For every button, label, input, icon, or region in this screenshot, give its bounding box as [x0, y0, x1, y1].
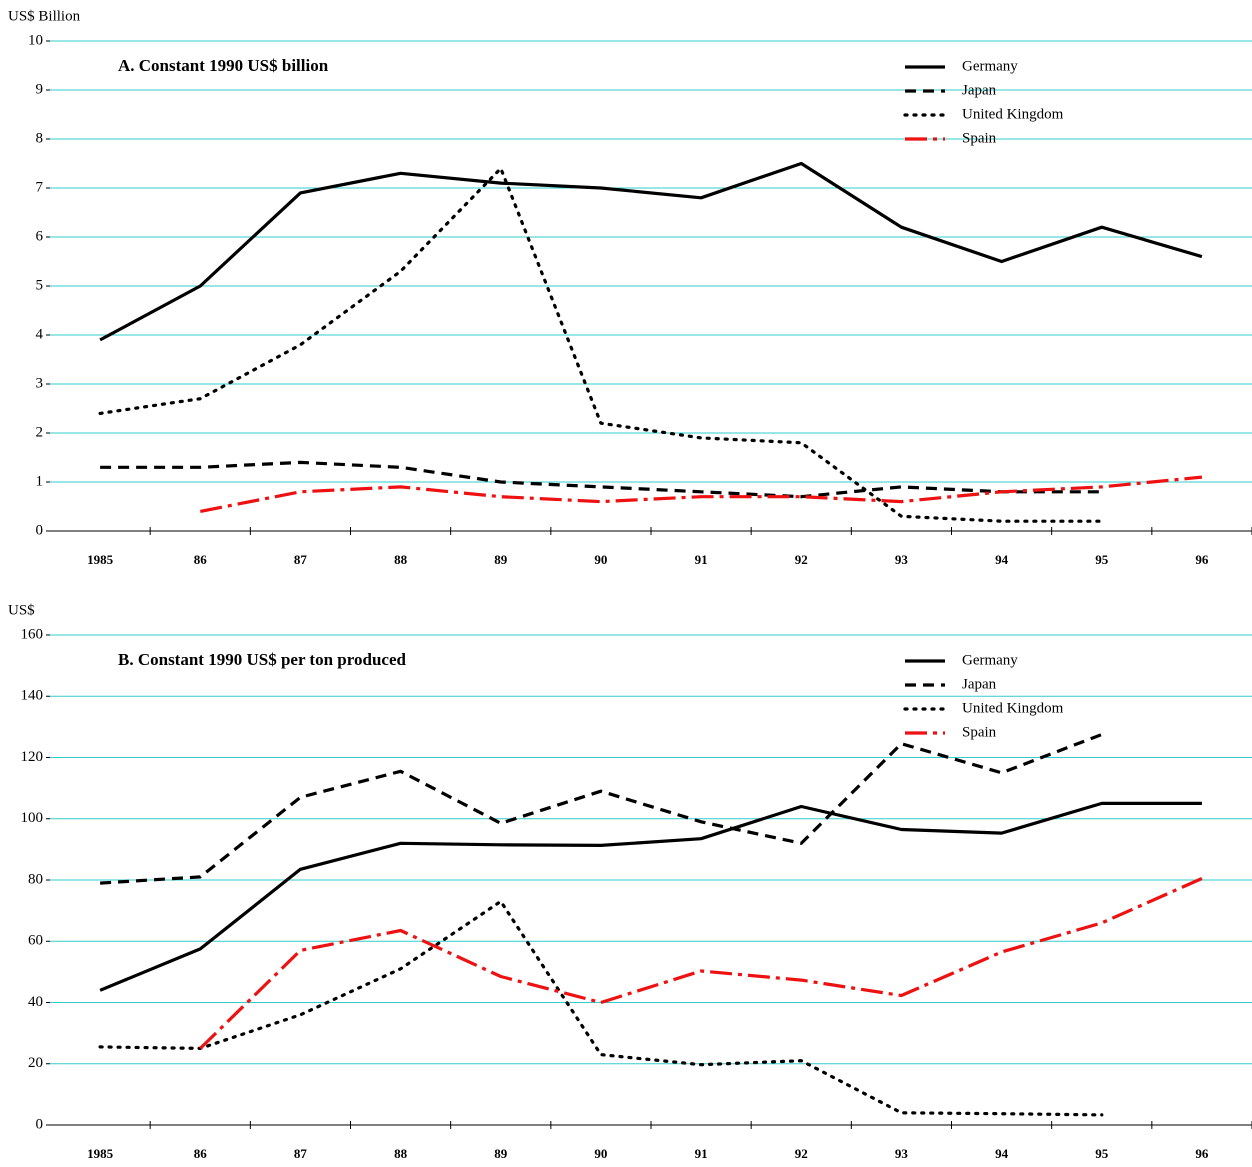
series-line — [99, 801, 1202, 992]
x-tick-label: 89 — [494, 552, 508, 567]
y-tick-label: 8 — [36, 130, 44, 146]
y-tick-label: 160 — [21, 626, 44, 642]
x-tick-label: 96 — [1195, 552, 1209, 567]
series-line — [100, 733, 1103, 885]
series-line — [100, 460, 1102, 499]
y-tick-label: 140 — [21, 688, 44, 704]
y-tick-label: 6 — [36, 228, 44, 244]
series-line — [199, 877, 1203, 1050]
y-tick-label: 3 — [36, 375, 44, 391]
y-tick-label: 10 — [28, 32, 43, 48]
x-tick-label: 1985 — [87, 552, 114, 567]
x-tick-label: 92 — [795, 1146, 808, 1161]
series-line — [98, 899, 1104, 1117]
series-line — [99, 161, 1203, 342]
legend-label: Germany — [962, 652, 1018, 668]
y-tick-label: 80 — [28, 871, 43, 887]
x-tick-label: 95 — [1095, 1146, 1109, 1161]
y-tick-label: 4 — [36, 326, 44, 342]
legend-label: Japan — [962, 82, 997, 98]
x-tick-label: 91 — [695, 552, 708, 567]
x-tick-label: 86 — [194, 1146, 208, 1161]
legend-label: Japan — [962, 676, 997, 692]
series-line — [98, 166, 1104, 523]
legend-label: United Kingdom — [962, 106, 1064, 122]
y-tick-label: 5 — [36, 277, 44, 293]
y-tick-label: 2 — [36, 424, 44, 440]
x-tick-label: 86 — [194, 552, 208, 567]
y-tick-label: 20 — [28, 1055, 43, 1071]
x-tick-label: 88 — [394, 1146, 408, 1161]
y-tick-label: 100 — [21, 810, 44, 826]
x-tick-label: 88 — [394, 552, 408, 567]
x-tick-label: 93 — [895, 1146, 909, 1161]
y-tick-label: 0 — [36, 1116, 44, 1132]
x-tick-label: 87 — [294, 552, 308, 567]
y-axis-label: US$ Billion — [8, 8, 81, 24]
x-tick-label: 87 — [294, 1146, 308, 1161]
y-axis-label: US$ — [8, 602, 35, 618]
y-tick-label: 7 — [36, 179, 44, 195]
y-tick-label: 60 — [28, 933, 43, 949]
legend-label: Spain — [962, 724, 997, 740]
y-tick-label: 120 — [21, 749, 44, 765]
y-tick-label: 9 — [36, 81, 44, 97]
x-tick-label: 96 — [1195, 1146, 1209, 1161]
x-tick-label: 1985 — [87, 1146, 114, 1161]
x-tick-label: 92 — [795, 552, 808, 567]
series-line — [199, 475, 1203, 513]
chart-title: A. Constant 1990 US$ billion — [118, 56, 329, 75]
legend-label: United Kingdom — [962, 700, 1064, 716]
y-tick-label: 0 — [36, 522, 44, 538]
y-tick-label: 1 — [36, 473, 44, 489]
x-tick-label: 90 — [594, 1146, 607, 1161]
y-tick-label: 40 — [28, 994, 43, 1010]
x-tick-label: 94 — [995, 1146, 1009, 1161]
legend-label: Spain — [962, 130, 997, 146]
x-tick-label: 95 — [1095, 552, 1109, 567]
x-tick-label: 89 — [494, 1146, 508, 1161]
legend-label: Germany — [962, 58, 1018, 74]
x-tick-label: 94 — [995, 552, 1009, 567]
x-tick-label: 90 — [594, 552, 607, 567]
x-tick-label: 93 — [895, 552, 909, 567]
x-tick-label: 91 — [695, 1146, 708, 1161]
chart-title: B. Constant 1990 US$ per ton produced — [118, 650, 406, 669]
